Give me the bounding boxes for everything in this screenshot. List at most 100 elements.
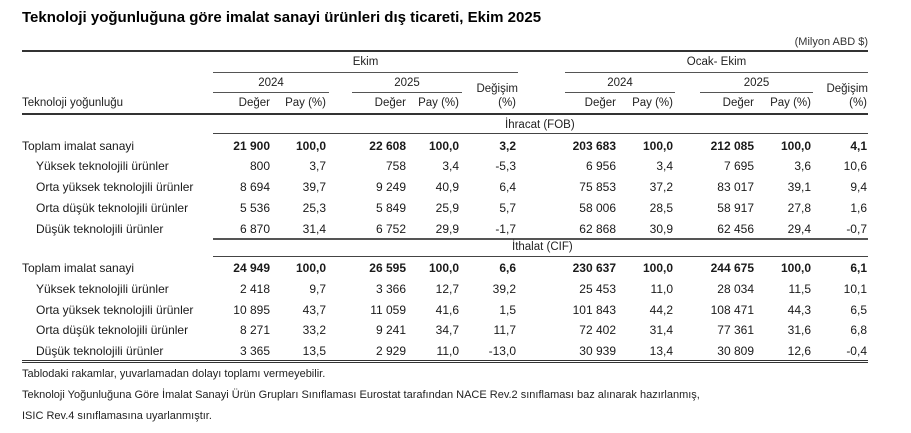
table-cell: 62 456 [717,222,754,236]
table-cell: 34,7 [435,323,459,337]
table-cell: 3 365 [239,344,270,358]
year-ocak-2025-rule [700,92,813,93]
table-cell: 2 929 [375,344,406,358]
table-cell: 3,4 [442,159,459,173]
table-cell: 4,1 [850,139,867,153]
table-cell: 40,9 [435,180,459,194]
table-cell: 24 949 [233,261,270,275]
table-cell: 7 695 [723,159,754,173]
table-cell: 10,6 [843,159,867,173]
change-header-ekim-2: (%) [498,97,516,109]
table-cell: 8 271 [239,323,270,337]
footnote-2: Teknoloji Yoğunluğuna Göre İmalat Sanayi… [22,389,700,401]
table-cell: 29,9 [435,222,459,236]
table-cell: 9 241 [375,323,406,337]
table-cell: 100,0 [780,261,811,275]
table-cell: 108 471 [710,303,754,317]
table-cell: 9,4 [850,180,867,194]
table-cell: 25,9 [435,201,459,215]
col-header-value: Değer [584,97,616,109]
table-cell: 72 402 [579,323,616,337]
table-cell: 11,0 [650,282,673,296]
col-header-value: Değer [238,97,270,109]
table-cell: 758 [385,159,406,173]
table-cell: 800 [249,159,270,173]
table-cell: 11,7 [493,323,516,337]
table-cell: 6 870 [239,222,270,236]
table-cell: 39,7 [302,180,326,194]
table-cell: 2 418 [239,282,270,296]
table-cell: 6,4 [499,180,516,194]
row-label: Düşük teknolojili ürünler [36,344,164,358]
table-cell: 9,7 [309,282,326,296]
table-cell: 10,1 [843,282,867,296]
table-cell: -13,0 [488,344,516,358]
table-cell: 29,4 [787,222,811,236]
section-import-rule [213,256,868,257]
table-cell: 77 361 [717,323,754,337]
header-bottom-rule [22,113,868,115]
table-cell: 26 595 [369,261,406,275]
table-cell: 3,6 [794,159,811,173]
table-cell: 31,6 [787,323,811,337]
table-cell: 100,0 [642,261,673,275]
table-cell: 3,2 [499,139,516,153]
table-cell: 28 034 [717,282,754,296]
table-cell: 25 453 [579,282,616,296]
year-ocak-2024-rule [565,92,675,93]
col-header-share: Pay (%) [285,97,326,109]
section-label-export: İhracat (FOB) [505,119,575,131]
section-export-end-rule [213,238,868,240]
year-ekim-2024-rule [213,92,329,93]
table-cell: 58 917 [717,201,754,215]
table-cell: 11 059 [370,303,406,317]
table-cell: 21 900 [233,139,270,153]
period-group-ekim-rule [213,72,518,73]
table-cell: 30 809 [717,344,754,358]
table-cell: 27,8 [787,201,811,215]
col-header-share: Pay (%) [770,97,811,109]
table-cell: 101 843 [572,303,616,317]
col-header-share: Pay (%) [632,97,673,109]
year-ekim-2025: 2025 [394,77,420,89]
table-cell: 11,0 [436,344,459,358]
table-cell: -0,4 [846,344,867,358]
row-label: Yüksek teknolojili ürünler [36,282,169,296]
section-label-import: İthalat (CIF) [512,241,573,253]
top-rule [22,50,868,52]
table-cell: 5,7 [499,201,516,215]
row-label: Toplam imalat sanayi [22,261,135,275]
table-cell: 22 608 [369,139,406,153]
table-cell: 100,0 [780,139,811,153]
year-ekim-2024: 2024 [258,77,284,89]
table-cell: 1,5 [499,303,516,317]
table-cell: 212 085 [710,139,754,153]
table-cell: 100,0 [295,261,326,275]
table-cell: 31,4 [649,323,673,337]
table-cell: 6 752 [375,222,406,236]
table-cell: 44,2 [649,303,673,317]
table-cell: -5,3 [495,159,516,173]
table-cell: 244 675 [710,261,754,275]
row-label: Toplam imalat sanayi [22,139,135,153]
table-cell: 203 683 [572,139,616,153]
period-group-ekim: Ekim [352,56,379,68]
table-cell: 83 017 [717,180,754,194]
table-title: Teknoloji yoğunluğuna göre imalat sanayi… [22,9,542,26]
table-cell: 12,7 [435,282,459,296]
table-cell: 28,5 [649,201,673,215]
table-cell: 3,7 [309,159,326,173]
table-cell: 10 895 [233,303,270,317]
table-cell: 43,7 [302,303,326,317]
row-label: Düşük teknolojili ürünler [36,222,164,236]
table-cell: 12,6 [787,344,811,358]
table-cell: 5 849 [375,201,406,215]
col-header-value: Değer [374,97,406,109]
table-cell: 3 366 [375,282,406,296]
table-cell: 100,0 [642,139,673,153]
row-label: Orta yüksek teknolojili ürünler [36,303,194,317]
table-cell: 9 249 [375,180,406,194]
table-cell: 62 868 [579,222,616,236]
year-ekim-2025-rule [352,92,462,93]
table-cell: 3,4 [656,159,673,173]
